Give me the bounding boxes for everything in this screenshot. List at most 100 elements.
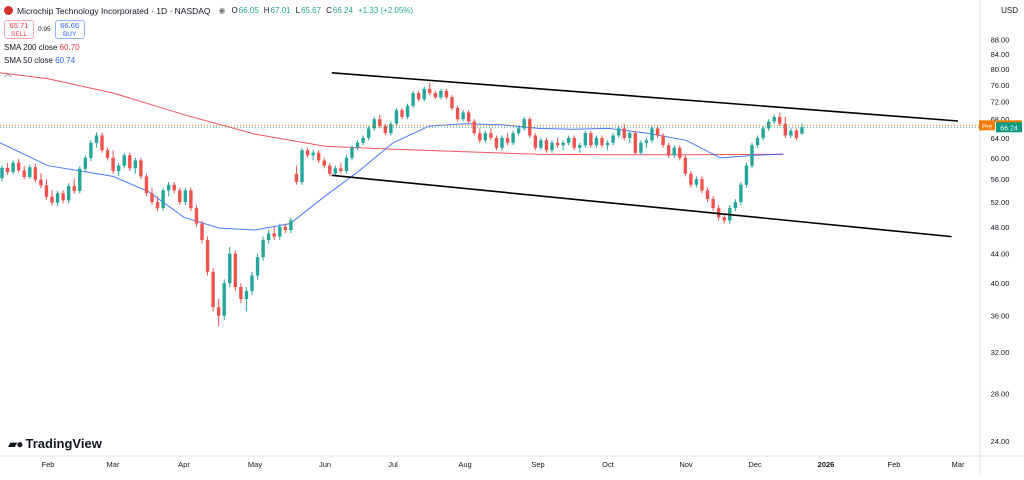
- last-price-tag-bg: [996, 122, 1022, 133]
- candle-body: [755, 137, 760, 146]
- candle-body: [211, 271, 215, 308]
- candle-body: [511, 133, 515, 143]
- x-tick-label: Oct: [602, 460, 615, 469]
- candle-body: [428, 88, 432, 94]
- chevron-up-icon[interactable]: ︿: [4, 69, 12, 78]
- candle-body: [22, 170, 26, 177]
- candle-body: [361, 137, 365, 143]
- candle-body: [566, 137, 571, 143]
- y-tick-label: 48.00: [991, 223, 1010, 232]
- candle-body: [644, 140, 649, 143]
- candle-body: [94, 135, 99, 143]
- candle-body: [772, 116, 776, 122]
- symbol-title[interactable]: Microchip Technology Incorporated · 1D ·…: [17, 5, 211, 16]
- eye-icon[interactable]: ◉: [218, 6, 226, 15]
- ohlc-change-value: +1.33 (+2.05%): [357, 6, 414, 15]
- candle-body: [244, 290, 249, 300]
- sma50-line: [0, 123, 784, 231]
- candle-body: [539, 140, 543, 148]
- candle-body: [411, 93, 415, 106]
- candle-body: [400, 110, 404, 117]
- candle-body: [72, 185, 76, 191]
- candle-body: [505, 137, 510, 143]
- candle-body: [39, 179, 43, 186]
- sma200-label: SMA 200 close: [4, 43, 58, 52]
- candle-body: [11, 162, 15, 173]
- sma50-legend[interactable]: SMA 50 close 60.74: [4, 56, 418, 65]
- candle-body: [316, 152, 321, 161]
- buy-button[interactable]: 66.66 BUY: [54, 20, 85, 39]
- currency-selector[interactable]: USD: [1001, 6, 1018, 15]
- candle-body: [578, 145, 582, 148]
- sma50-value: 60.74: [55, 56, 76, 65]
- sma200-value: 60.70: [59, 43, 80, 52]
- x-tick-label: Mar: [107, 460, 120, 469]
- ohlc-high-value: 67.01: [270, 6, 291, 15]
- y-tick-label: 32.00: [991, 348, 1010, 357]
- candle-body: [383, 126, 388, 134]
- y-tick-label: 84.00: [991, 50, 1010, 59]
- ohlc-high-key: H: [263, 6, 270, 15]
- candle-body: [222, 283, 226, 316]
- candle-body: [339, 168, 343, 172]
- candle-body: [194, 208, 199, 224]
- candle-body: [5, 167, 10, 173]
- candle-body: [228, 253, 232, 284]
- candle-body: [583, 133, 588, 146]
- candle-body: [455, 108, 460, 120]
- y-tick-label: 52.00: [991, 198, 1010, 207]
- candle-body: [300, 150, 304, 182]
- sma200-legend[interactable]: SMA 200 close 60.70: [4, 43, 418, 52]
- x-tick-label: Aug: [458, 460, 471, 469]
- candle-body: [500, 137, 504, 148]
- x-tick-label: Feb: [888, 460, 901, 469]
- x-tick-label: Apr: [178, 460, 190, 469]
- buy-label: BUY: [62, 31, 77, 38]
- candle-body: [161, 190, 165, 209]
- candle-body: [778, 116, 782, 124]
- candle-body: [478, 133, 482, 141]
- candle-body: [705, 190, 710, 200]
- x-tick-label: Jul: [388, 460, 398, 469]
- candle-body: [589, 133, 593, 146]
- ohlc-open-key: O: [231, 6, 238, 15]
- candle-body: [250, 275, 254, 291]
- candle-body: [716, 208, 721, 218]
- channel-lower-line: [331, 174, 952, 238]
- candle-body: [355, 142, 360, 148]
- candle-body: [239, 287, 243, 300]
- candle-body: [311, 152, 315, 156]
- candle-body: [722, 217, 726, 221]
- candle-body: [89, 142, 93, 158]
- ohlc-low-key: L: [295, 6, 301, 15]
- candle-body: [305, 150, 310, 156]
- y-tick-label: 24.00: [991, 437, 1010, 446]
- candle-body: [555, 142, 560, 146]
- candle-body: [183, 190, 188, 203]
- candle-body: [550, 142, 554, 151]
- candle-body: [416, 93, 421, 100]
- x-tick-label: Nov: [679, 460, 693, 469]
- sell-button[interactable]: 65.71 SELL: [4, 20, 34, 39]
- candle-body: [172, 184, 176, 191]
- candle-body: [66, 185, 71, 201]
- pre-tag-label: Pre: [982, 123, 993, 130]
- candle-body: [16, 162, 21, 171]
- spread-value: 0.95: [38, 26, 51, 33]
- candle-body: [28, 167, 32, 177]
- candle-body: [150, 193, 154, 203]
- candle-body: [650, 128, 654, 141]
- candle-body: [128, 155, 132, 169]
- candle-body: [789, 130, 793, 136]
- candle-body: [561, 142, 565, 146]
- candle-body: [494, 137, 499, 148]
- sma50-label: SMA 50 close: [4, 56, 53, 65]
- sell-price: 65.71: [9, 21, 29, 30]
- y-tick-label: 64.00: [991, 134, 1010, 143]
- candle-body: [572, 137, 576, 148]
- candle-body: [200, 223, 204, 240]
- candle-body: [600, 137, 604, 146]
- chart-legend: Microchip Technology Incorporated · 1D ·…: [4, 4, 418, 78]
